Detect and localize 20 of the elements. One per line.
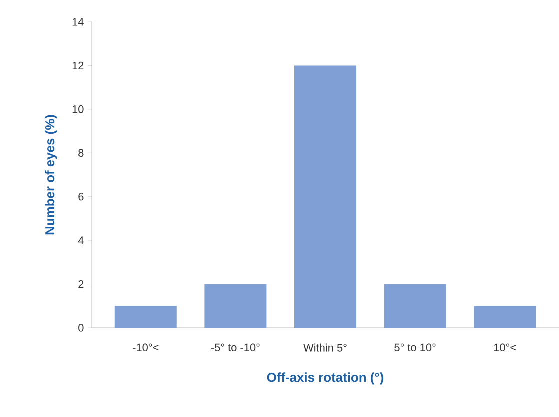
y-tick-label: 12 xyxy=(72,62,84,70)
bar xyxy=(474,306,536,328)
x-tick-label: Within 5° xyxy=(304,344,347,352)
x-tick-label: -5° to -10° xyxy=(211,344,260,352)
y-tick-label: 14 xyxy=(72,18,84,26)
x-axis-title: Off-axis rotation (°) xyxy=(267,372,384,385)
x-tick-label: 5° to 10° xyxy=(394,344,436,352)
x-tick-label: -10°< xyxy=(133,344,159,352)
bar xyxy=(114,306,177,328)
y-tick-label: 0 xyxy=(78,324,84,332)
bar xyxy=(204,284,267,328)
y-axis-title: Number of eyes (%) xyxy=(45,115,58,235)
x-tick-label: 10°< xyxy=(494,344,516,352)
bar xyxy=(384,284,446,328)
y-tick-label: 8 xyxy=(78,149,84,158)
bar xyxy=(294,66,357,328)
y-tick-label: 2 xyxy=(78,280,84,288)
y-tick-label: 4 xyxy=(78,236,84,244)
y-tick-label: 6 xyxy=(78,192,84,201)
y-tick-label: 10 xyxy=(72,106,84,114)
